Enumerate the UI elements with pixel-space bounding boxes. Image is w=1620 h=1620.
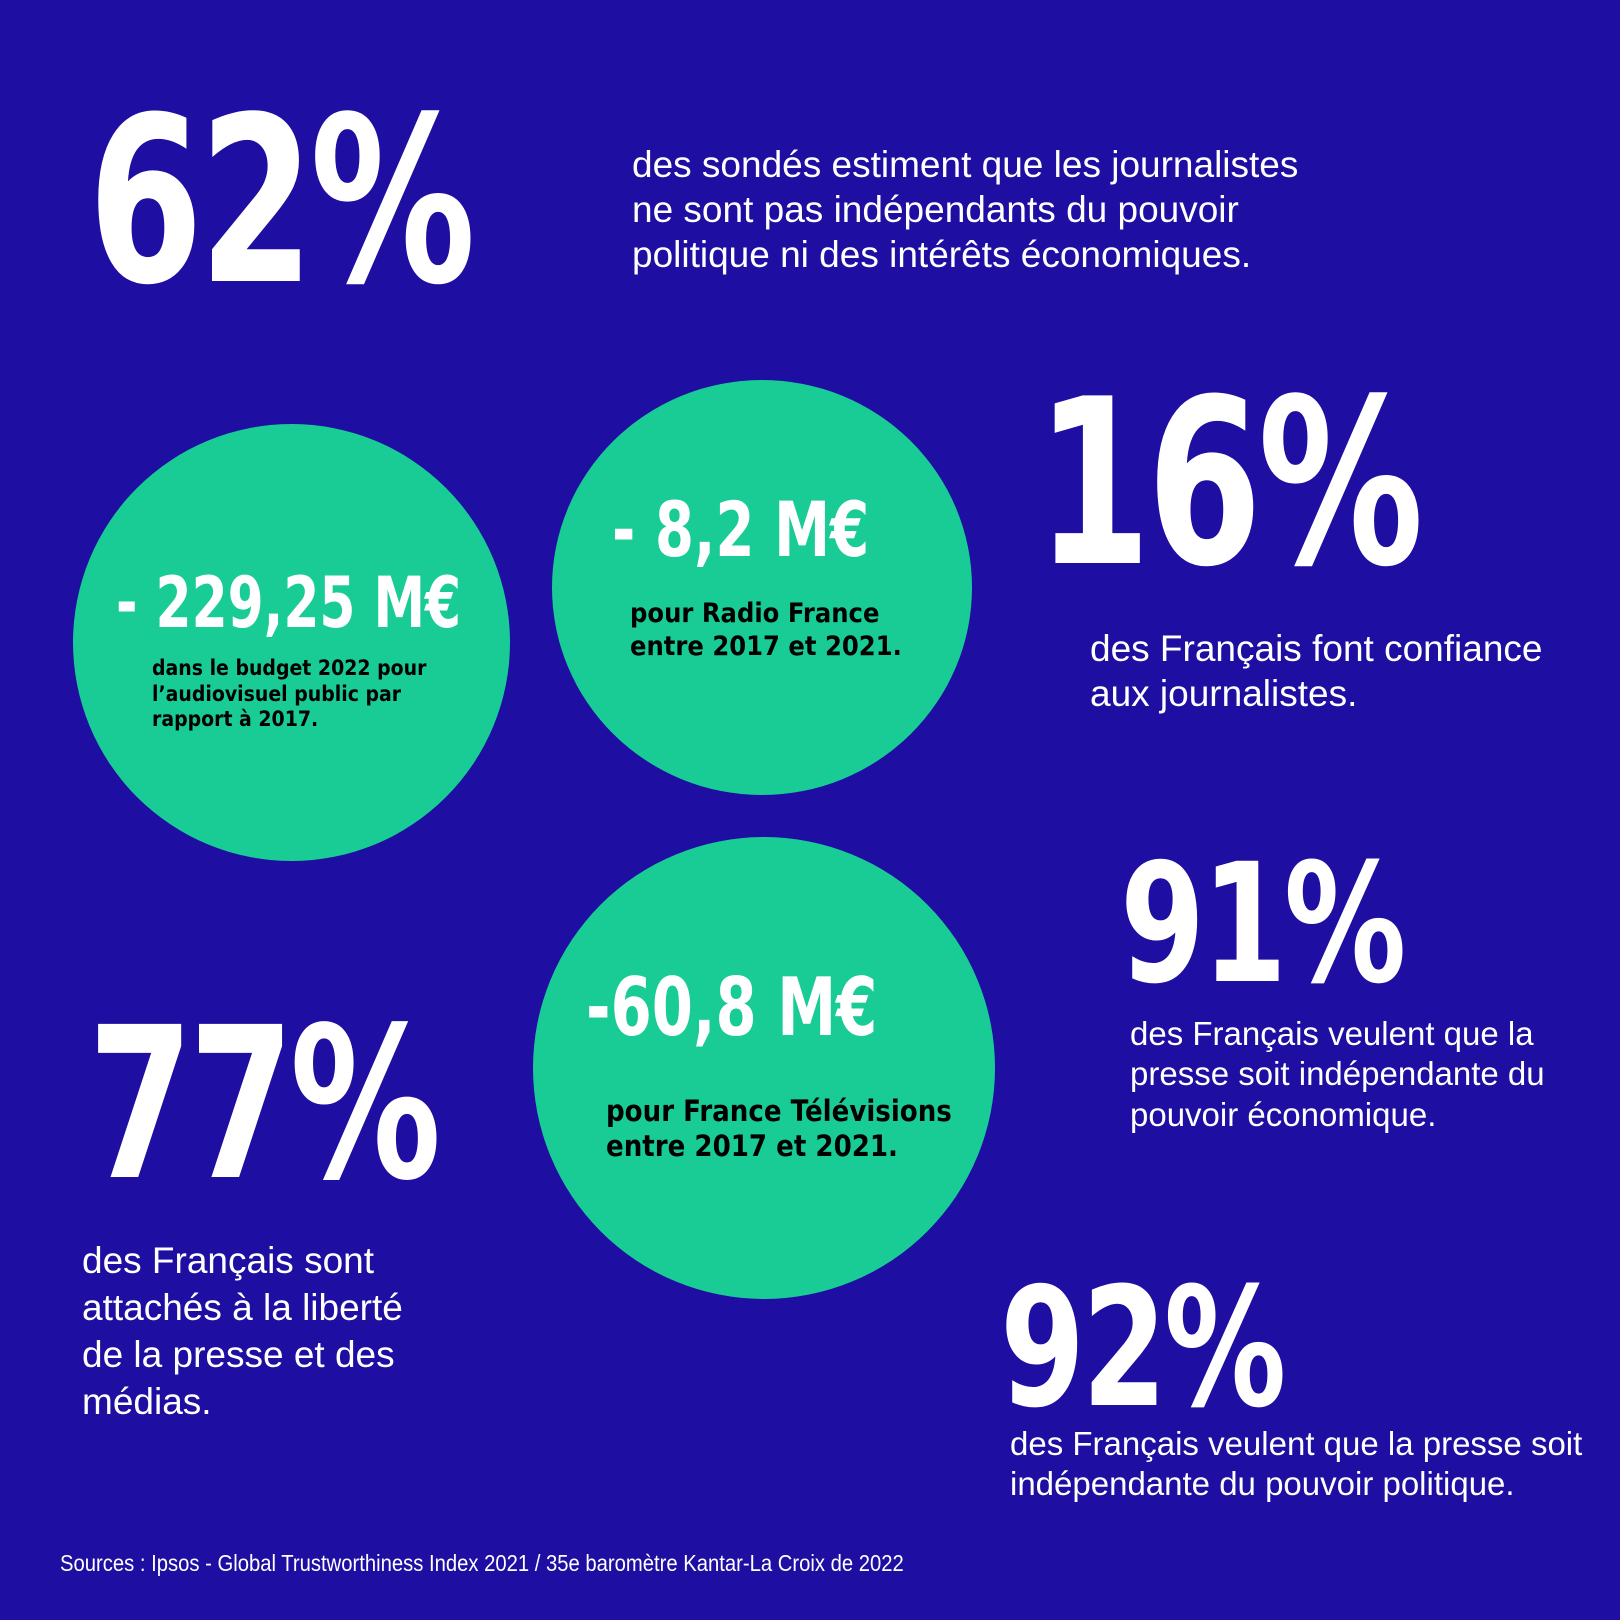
circle-audiovisuel-value: - 229,25 M€ [116,562,462,644]
budget-circle-radio-france [552,380,972,795]
stat-92-text: des Français veulent que la presse soit … [1010,1425,1583,1503]
circle-france-televisions-text: pour France Télévisions entre 2017 et 20… [606,1094,952,1164]
stat-77-value: 77% [88,982,441,1227]
budget-circle-france-televisions [533,837,995,1299]
circle-radio-france-text: pour Radio France entre 2017 et 2021. [630,598,902,662]
stat-91-text: des Français veulent que la presse soit … [1130,1015,1545,1133]
stat-91-value: 91% [1120,828,1406,1020]
circle-audiovisuel-text: dans le budget 2022 pour l’audiovisuel p… [152,656,427,732]
stat-16-text: des Français font confiance aux journali… [1090,628,1543,715]
budget-circle-audiovisuel [73,424,510,861]
circle-radio-france-value: - 8,2 M€ [612,485,870,574]
stat-16-value: 16% [1036,351,1424,618]
stat-77-text: des Français sont attachés à la liberté … [82,1240,403,1422]
stat-62-value: 62% [88,69,476,336]
stat-62-text: des sondés estiment que les journalistes… [632,144,1299,276]
circle-france-televisions-value: -60,8 M€ [586,961,878,1054]
stat-92-value: 92% [1000,1252,1286,1444]
sources-footnote: Sources : Ipsos - Global Trustworthiness… [60,1550,904,1576]
